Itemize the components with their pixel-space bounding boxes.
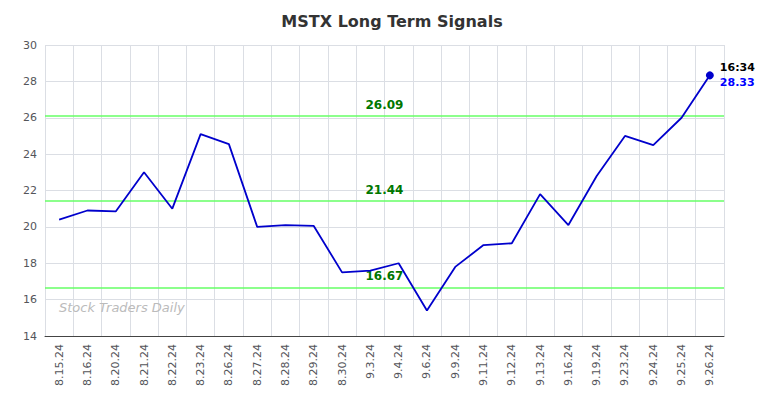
svg-text:28: 28 <box>23 75 37 88</box>
svg-text:8.27.24: 8.27.24 <box>251 344 264 386</box>
svg-text:Stock Traders Daily: Stock Traders Daily <box>59 300 185 315</box>
svg-text:9.26.24: 9.26.24 <box>703 344 716 386</box>
svg-text:9.23.24: 9.23.24 <box>618 344 631 386</box>
svg-text:18: 18 <box>23 257 37 270</box>
svg-text:16: 16 <box>23 293 37 306</box>
svg-text:8.16.24: 8.16.24 <box>81 344 94 386</box>
svg-text:9.12.24: 9.12.24 <box>505 344 518 386</box>
svg-text:9.24.24: 9.24.24 <box>647 344 660 386</box>
svg-text:MSTX Long Term Signals: MSTX Long Term Signals <box>281 12 502 31</box>
svg-text:30: 30 <box>23 39 37 52</box>
svg-text:24: 24 <box>23 148 37 161</box>
svg-text:16.67: 16.67 <box>366 269 404 283</box>
svg-text:26: 26 <box>23 111 37 124</box>
svg-text:28.33: 28.33 <box>720 76 755 89</box>
svg-text:9.19.24: 9.19.24 <box>590 344 603 386</box>
svg-text:22: 22 <box>23 184 37 197</box>
svg-text:8.29.24: 8.29.24 <box>307 344 320 386</box>
svg-text:8.28.24: 8.28.24 <box>279 344 292 386</box>
svg-text:16:34: 16:34 <box>720 61 755 74</box>
svg-text:9.9.24: 9.9.24 <box>449 344 462 379</box>
svg-text:26.09: 26.09 <box>366 98 404 112</box>
svg-text:9.16.24: 9.16.24 <box>562 344 575 386</box>
svg-text:21.44: 21.44 <box>366 183 404 197</box>
svg-text:14: 14 <box>23 330 37 343</box>
svg-text:9.25.24: 9.25.24 <box>675 344 688 386</box>
svg-text:8.21.24: 8.21.24 <box>138 344 151 386</box>
svg-text:8.20.24: 8.20.24 <box>109 344 122 386</box>
svg-text:8.26.24: 8.26.24 <box>222 344 235 386</box>
svg-text:8.30.24: 8.30.24 <box>336 344 349 386</box>
svg-text:8.23.24: 8.23.24 <box>194 344 207 386</box>
svg-text:8.15.24: 8.15.24 <box>53 344 66 386</box>
svg-text:9.11.24: 9.11.24 <box>477 344 490 386</box>
svg-text:9.4.24: 9.4.24 <box>392 344 405 379</box>
svg-text:9.3.24: 9.3.24 <box>364 344 377 379</box>
svg-text:9.13.24: 9.13.24 <box>534 344 547 386</box>
svg-text:20: 20 <box>23 220 37 233</box>
svg-text:9.6.24: 9.6.24 <box>420 344 433 379</box>
svg-text:8.22.24: 8.22.24 <box>166 344 179 386</box>
